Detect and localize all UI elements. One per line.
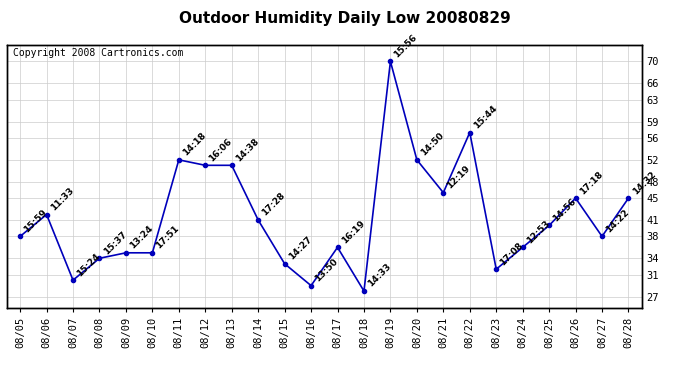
Text: 17:08: 17:08 — [498, 240, 525, 267]
Text: 13:24: 13:24 — [128, 224, 155, 251]
Text: 15:44: 15:44 — [472, 104, 499, 130]
Text: 15:24: 15:24 — [75, 251, 102, 278]
Text: 16:19: 16:19 — [339, 219, 366, 245]
Text: 14:18: 14:18 — [181, 131, 208, 158]
Text: 15:37: 15:37 — [101, 230, 128, 256]
Text: 13:50: 13:50 — [313, 257, 339, 284]
Text: 14:56: 14:56 — [551, 196, 578, 223]
Text: 17:18: 17:18 — [578, 169, 604, 196]
Text: 14:22: 14:22 — [604, 207, 631, 234]
Text: 14:33: 14:33 — [366, 262, 393, 289]
Text: Outdoor Humidity Daily Low 20080829: Outdoor Humidity Daily Low 20080829 — [179, 11, 511, 26]
Text: 11:33: 11:33 — [49, 186, 75, 212]
Text: 16:06: 16:06 — [208, 136, 234, 163]
Text: 14:27: 14:27 — [287, 235, 313, 262]
Text: 14:32: 14:32 — [631, 169, 658, 196]
Text: 14:38: 14:38 — [234, 136, 261, 163]
Text: 15:56: 15:56 — [393, 33, 419, 59]
Text: 14:50: 14:50 — [419, 131, 446, 158]
Text: 12:19: 12:19 — [446, 164, 472, 190]
Text: 12:53: 12:53 — [525, 219, 551, 245]
Text: 17:28: 17:28 — [260, 191, 287, 218]
Text: Copyright 2008 Cartronics.com: Copyright 2008 Cartronics.com — [13, 48, 184, 58]
Text: 15:59: 15:59 — [22, 207, 49, 234]
Text: 17:51: 17:51 — [155, 224, 181, 251]
